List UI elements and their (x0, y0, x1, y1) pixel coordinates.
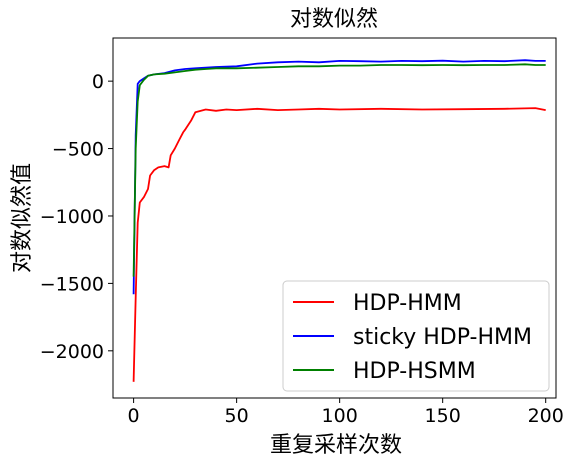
y-tick-label: −1000 (40, 206, 104, 228)
chart-title: 对数似然 (290, 7, 378, 32)
legend-label-2: HDP-HSMM (353, 359, 476, 384)
legend-label-0: HDP-HMM (353, 291, 462, 316)
y-tick-label: −1500 (40, 273, 104, 295)
y-tick-label: −2000 (40, 341, 104, 363)
x-tick-label: 150 (425, 405, 461, 427)
plot-frame (112, 37, 557, 399)
legend: HDP-HMM sticky HDP-HMM HDP-HSMM (282, 280, 550, 392)
x-tick-label: 0 (128, 405, 140, 427)
y-axis-label: 对数似然值 (10, 163, 35, 273)
legend-label-1: sticky HDP-HMM (353, 325, 532, 350)
plot-area (112, 37, 557, 399)
series-line-2 (132, 63, 546, 277)
x-tick-label: 50 (225, 405, 249, 427)
x-axis-label: 重复采样次数 (270, 433, 402, 458)
legend-box (282, 280, 550, 392)
y-axis: 0 −500 −1000 −1500 −2000 (40, 71, 113, 363)
y-tick-label: 0 (92, 71, 104, 93)
x-tick-label: 100 (322, 405, 358, 427)
x-tick-label: 200 (528, 405, 564, 427)
series-line-0 (132, 107, 546, 382)
series-line-1 (132, 59, 546, 295)
y-tick-label: −500 (52, 139, 104, 161)
x-axis: 0 50 100 150 200 (128, 398, 564, 427)
